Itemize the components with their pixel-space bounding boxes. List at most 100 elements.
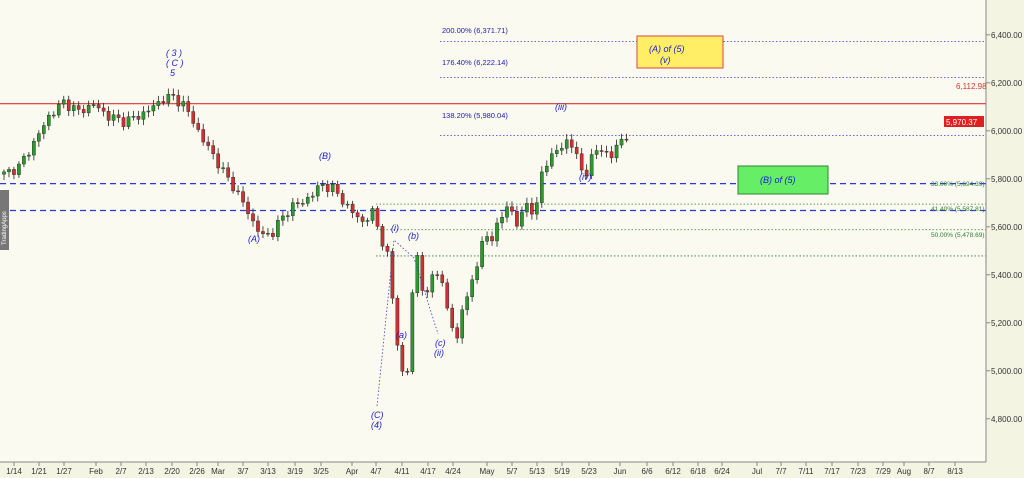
candle-down [450,307,455,328]
wave-label-b-minor: (b) [408,231,419,241]
candle-down [201,129,206,143]
y-tick-label: 5,000.00 [991,367,1023,376]
candle-up [415,255,420,294]
candle-down [530,203,534,215]
wave-label-iii: (iii) [555,102,567,112]
x-tick-label: Jul [752,467,762,476]
wave-label-c-bottom: (C) [371,410,384,420]
candle-up [305,197,310,204]
candle-down [455,327,459,339]
candle-down [66,99,71,111]
x-tick-label: Apr [346,467,359,476]
candle-down [136,116,141,120]
candle-up [525,203,529,213]
candle-down [101,107,106,112]
candle-down [350,203,355,213]
candle-down [12,169,16,175]
fib-ext-200-label: 200.00% (6,371.71) [442,26,508,35]
candle-up [266,232,270,235]
retracement-50-label: 50.00% (5,478.69) [931,232,984,239]
candle-down [161,101,166,104]
y-tick-label: 5,400.00 [991,271,1023,280]
x-tick-label: 1/27 [56,467,72,476]
wave-label-5: 5 [170,68,176,78]
candle-up [540,171,544,203]
x-tick-label: 2/26 [189,467,205,476]
candle-up [86,105,91,114]
candle-up [156,101,161,106]
x-tick-label: 1/21 [31,467,47,476]
wave-label-c-major: ( C ) [166,58,184,68]
candle-up [619,138,624,146]
candle-down [405,371,410,373]
candle-up [126,116,131,127]
candle-down [375,208,380,227]
plot-area [0,0,986,462]
candle-down [425,290,430,293]
candle-up [2,171,6,175]
candle-down [340,193,345,205]
candle-down [395,297,400,346]
x-tick-label: 2/13 [138,467,154,476]
candle-down [380,226,385,247]
candle-up [276,220,280,237]
x-tick-label: 3/19 [287,467,303,476]
candle-up [37,133,41,142]
x-tick-label: 3/7 [237,467,249,476]
candle-up [535,202,539,215]
candle-up [181,101,186,107]
candle-down [186,101,191,112]
x-tick-label: 5/19 [554,467,570,476]
candle-down [216,153,220,169]
watermark-text: TradingApps [2,211,8,245]
y-tick-label: 6,400.00 [991,31,1023,40]
wave-label-3: ( 3 ) [166,48,182,58]
y-tick-label: 4,800.00 [991,415,1023,424]
candle-up [460,309,464,339]
candle-down [440,274,445,283]
last-price-label: 5,970.37 [946,118,978,127]
candle-down [584,169,589,176]
candle-down [231,177,235,192]
candle-up [545,165,549,173]
candle-up [22,155,26,165]
x-tick-label: 2/20 [164,467,180,476]
candle-up [27,154,31,157]
candle-up [594,150,599,155]
target-box-a [636,35,724,69]
x-tick-label: 1/14 [6,467,22,476]
candle-up [286,215,290,217]
x-tick-label: 8/13 [947,467,963,476]
candle-down [599,150,604,152]
x-tick-label: 7/11 [799,467,815,476]
last-price-badge [944,116,984,127]
x-tick-label: 2/7 [115,467,127,476]
candle-up [61,99,66,105]
candle-up [301,203,305,205]
candle-down [490,236,494,242]
candle-down [445,282,450,309]
x-tick-label: 3/25 [313,467,329,476]
candle-up [47,114,51,126]
x-tick-label: Mar [211,467,225,476]
x-tick-label: 4/24 [445,467,461,476]
candle-up [42,125,46,134]
candle-down [196,123,201,130]
candle-down [251,213,255,222]
x-tick-label: 6/6 [641,467,653,476]
candle-down [569,139,574,148]
candle-up [365,220,370,222]
candle-up [320,183,325,186]
y-tick-label: 5,800.00 [991,175,1023,184]
candle-up [614,144,619,159]
x-tick-label: 5/23 [581,467,597,476]
candle-up [465,296,469,310]
x-tick-label: 3/13 [260,467,276,476]
candle-down [106,111,111,121]
candle-down [385,246,390,252]
target-box-b [737,165,829,195]
candle-up [52,114,56,117]
candle-down [176,95,181,107]
y-tick-label: 6,200.00 [991,79,1023,88]
